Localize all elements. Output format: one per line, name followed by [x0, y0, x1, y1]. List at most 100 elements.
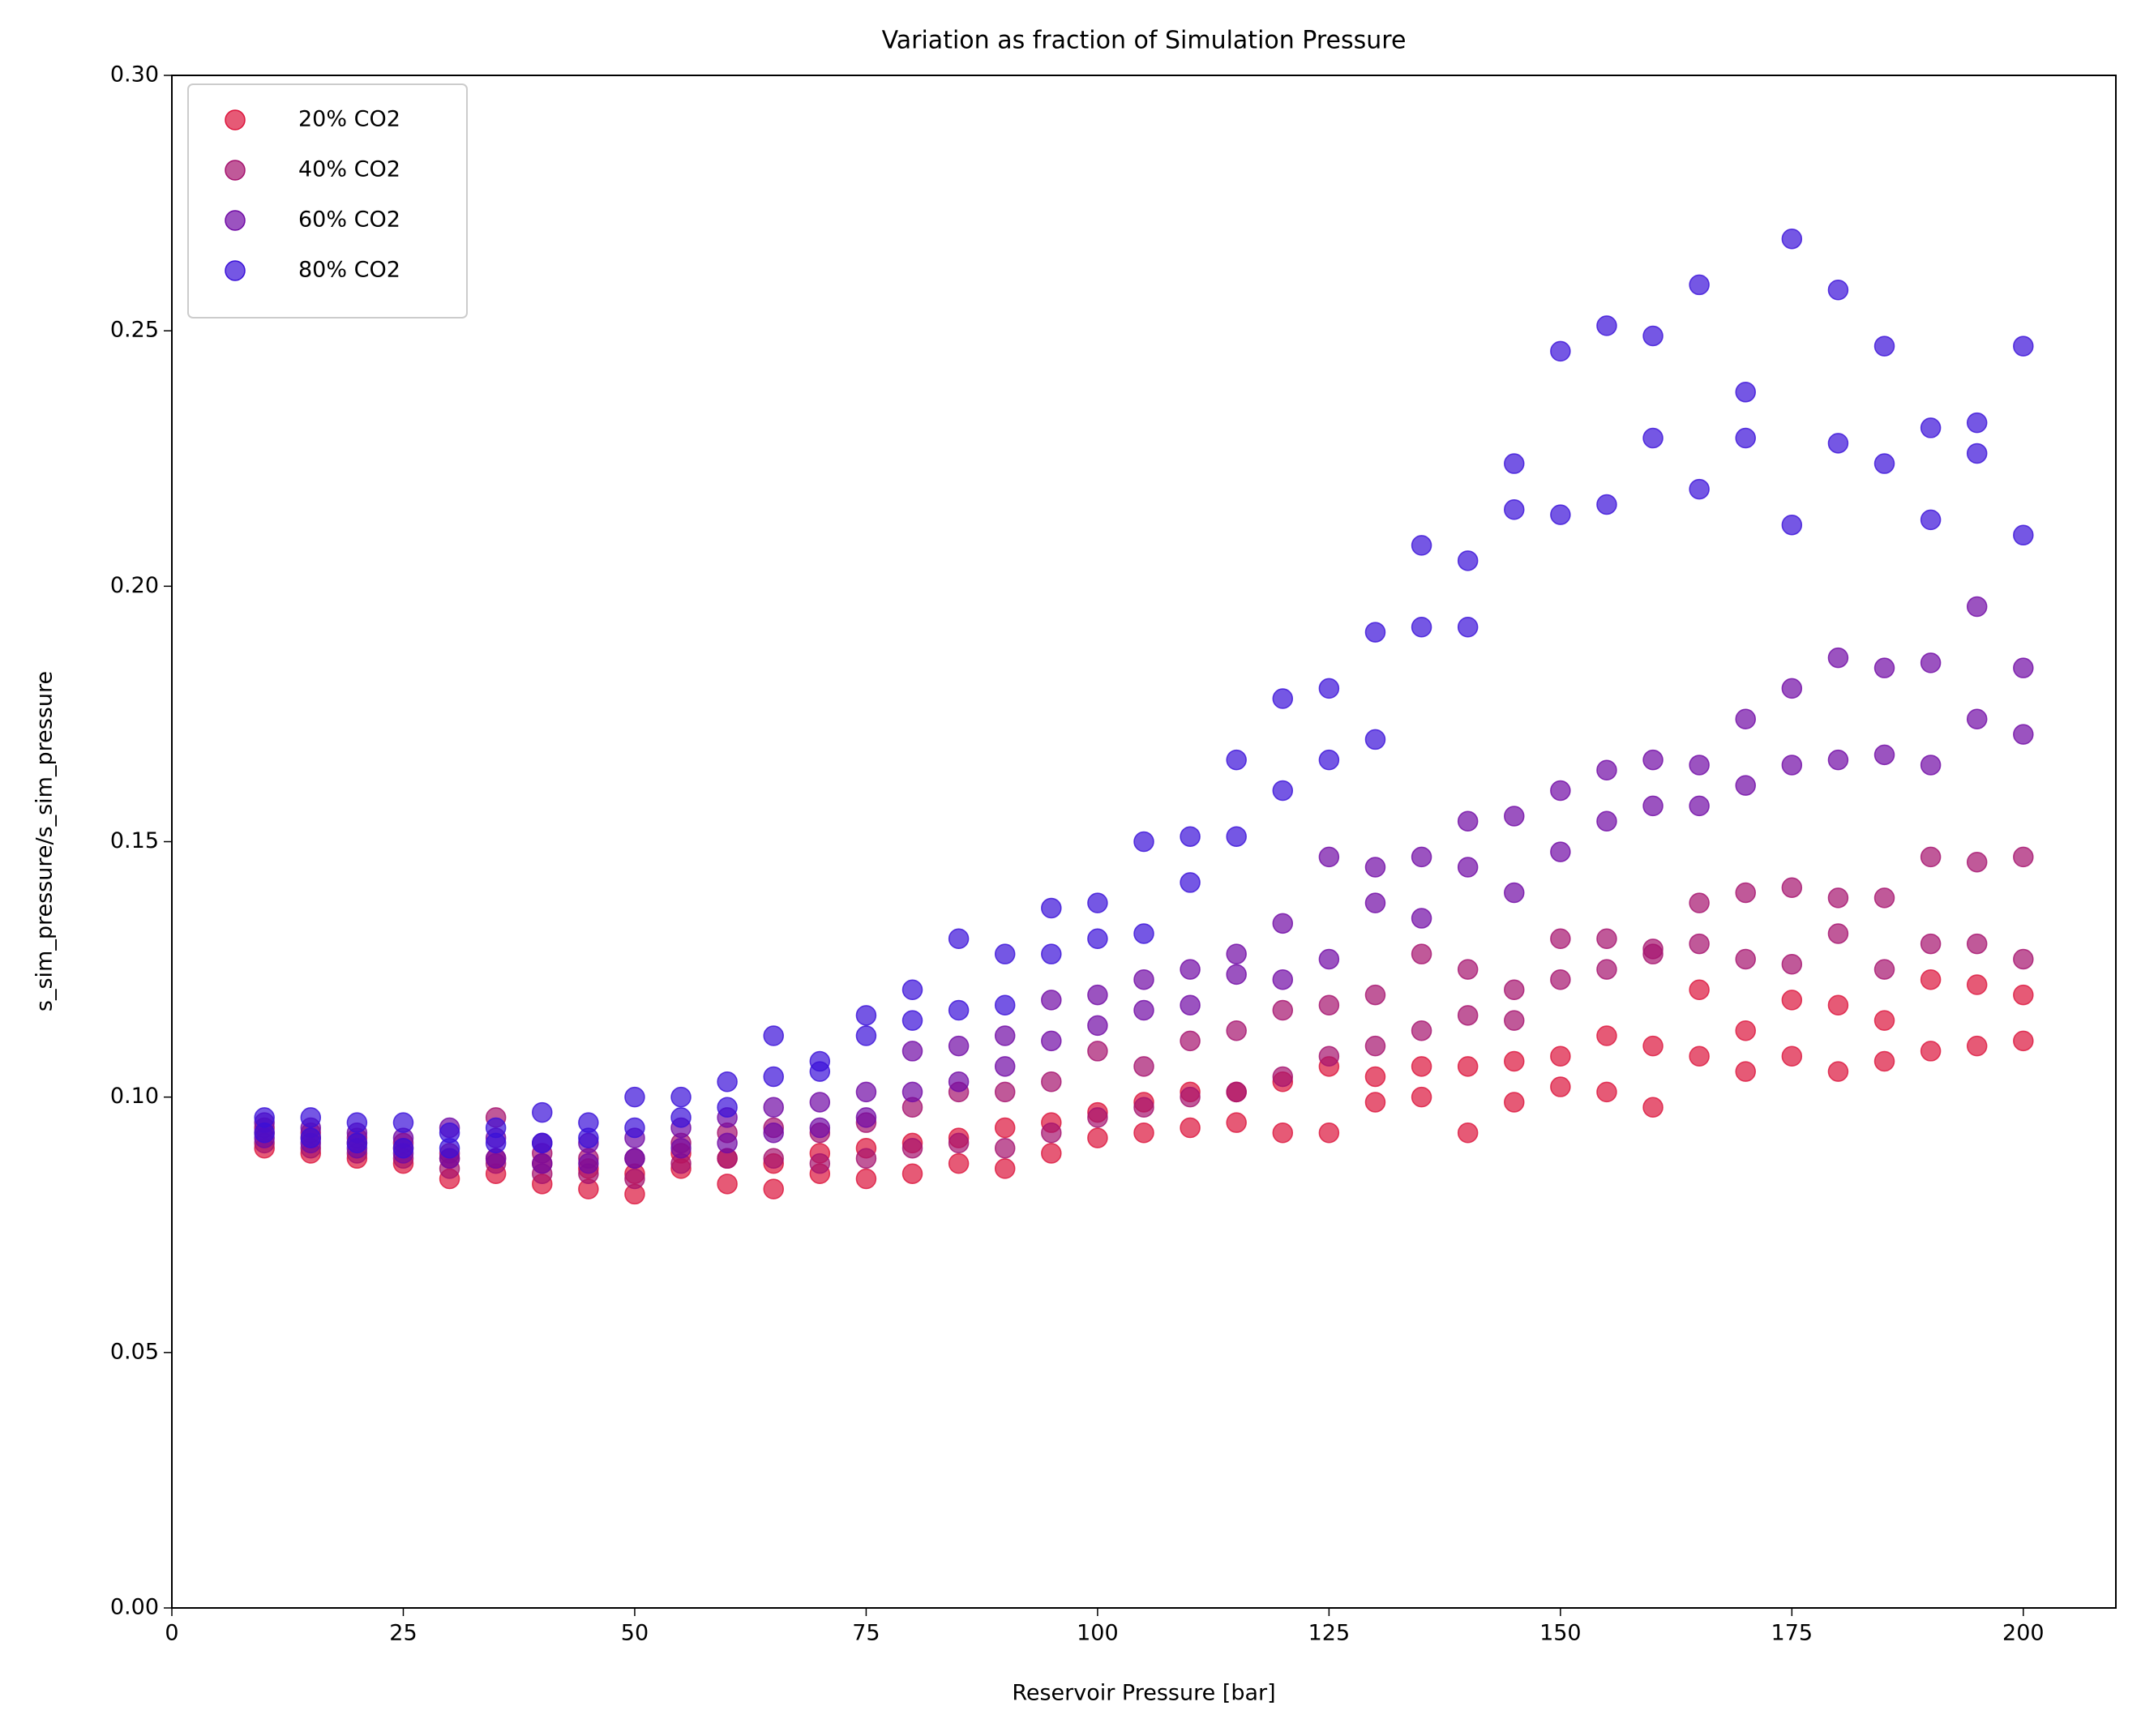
- x-tick-label: 75: [852, 1621, 880, 1646]
- x-tick-label: 200: [2002, 1621, 2045, 1646]
- point: [763, 1122, 784, 1144]
- point: [1411, 617, 1432, 638]
- point: [2013, 1030, 2034, 1052]
- point: [1272, 1122, 1294, 1144]
- point: [1318, 948, 1340, 970]
- point: [1550, 928, 1571, 950]
- point: [1041, 990, 1062, 1011]
- point: [1226, 826, 1247, 847]
- point: [948, 1071, 970, 1092]
- point: [2013, 948, 2034, 970]
- point: [1966, 974, 1988, 995]
- point: [1133, 1122, 1154, 1144]
- point: [809, 1152, 831, 1174]
- plot-frame: [171, 75, 2117, 1609]
- point: [1504, 453, 1525, 474]
- point: [2013, 724, 2034, 745]
- point: [1087, 928, 1108, 950]
- point: [1411, 1086, 1432, 1108]
- point: [578, 1112, 599, 1133]
- point: [1642, 325, 1664, 347]
- point: [1272, 780, 1294, 802]
- point: [1827, 647, 1849, 669]
- point: [1457, 617, 1479, 638]
- point: [1642, 427, 1664, 449]
- point: [1827, 994, 1849, 1016]
- legend-box: [187, 83, 468, 319]
- point: [1226, 1020, 1247, 1041]
- point: [1873, 1050, 1895, 1072]
- point: [1920, 509, 1942, 531]
- point: [1087, 1015, 1108, 1037]
- point: [1966, 851, 1988, 873]
- point: [1689, 892, 1710, 913]
- point: [901, 1137, 923, 1159]
- point: [1133, 999, 1154, 1021]
- x-tick-label: 100: [1077, 1621, 1119, 1646]
- point: [1504, 979, 1525, 1001]
- point: [1642, 939, 1664, 960]
- point: [1504, 1050, 1525, 1072]
- point: [994, 1158, 1016, 1179]
- point: [1596, 494, 1617, 515]
- point: [1689, 1045, 1710, 1067]
- point: [1411, 943, 1432, 964]
- point: [1550, 780, 1571, 802]
- point: [809, 1117, 831, 1139]
- point: [1920, 652, 1942, 673]
- point: [1596, 1081, 1617, 1103]
- point: [1827, 433, 1849, 454]
- point: [994, 943, 1016, 964]
- point: [901, 1163, 923, 1184]
- point: [1364, 857, 1386, 878]
- legend-marker: [225, 260, 246, 281]
- point: [1920, 1041, 1942, 1062]
- point: [809, 1092, 831, 1113]
- point: [1920, 417, 1942, 438]
- point: [1873, 887, 1895, 909]
- point: [1504, 499, 1525, 520]
- y-tick-label: 0.10: [110, 1084, 159, 1109]
- y-axis-label: s_sim_pressure/s_sim_pressure: [32, 671, 58, 1011]
- point: [763, 1025, 784, 1046]
- point: [2013, 336, 2034, 357]
- x-tick-label: 25: [389, 1621, 417, 1646]
- point: [901, 1041, 923, 1062]
- point: [1457, 959, 1479, 980]
- point: [948, 928, 970, 950]
- point: [1689, 795, 1710, 817]
- point: [1873, 453, 1895, 474]
- point: [1550, 504, 1571, 525]
- point: [1411, 846, 1432, 868]
- point: [1133, 1097, 1154, 1118]
- y-tick-label: 0.00: [110, 1595, 159, 1620]
- point: [1180, 826, 1201, 847]
- point: [1966, 708, 1988, 729]
- point: [1226, 1112, 1247, 1133]
- point: [1873, 959, 1895, 980]
- point: [994, 1117, 1016, 1139]
- legend-marker: [225, 160, 246, 181]
- point: [1087, 1107, 1108, 1128]
- point: [1087, 892, 1108, 913]
- point: [1735, 882, 1756, 904]
- point: [1226, 943, 1247, 964]
- point: [1457, 1005, 1479, 1026]
- point: [855, 1148, 877, 1169]
- point: [1041, 943, 1062, 964]
- point: [948, 999, 970, 1021]
- point: [1272, 968, 1294, 990]
- point: [1781, 514, 1803, 536]
- point: [855, 1107, 877, 1128]
- point: [1642, 749, 1664, 771]
- point: [1226, 964, 1247, 986]
- point: [1827, 923, 1849, 944]
- point: [1873, 336, 1895, 357]
- point: [254, 1107, 275, 1128]
- point: [1873, 657, 1895, 678]
- point: [1781, 877, 1803, 898]
- point: [1411, 535, 1432, 556]
- point: [1226, 1081, 1247, 1103]
- point: [1180, 994, 1201, 1016]
